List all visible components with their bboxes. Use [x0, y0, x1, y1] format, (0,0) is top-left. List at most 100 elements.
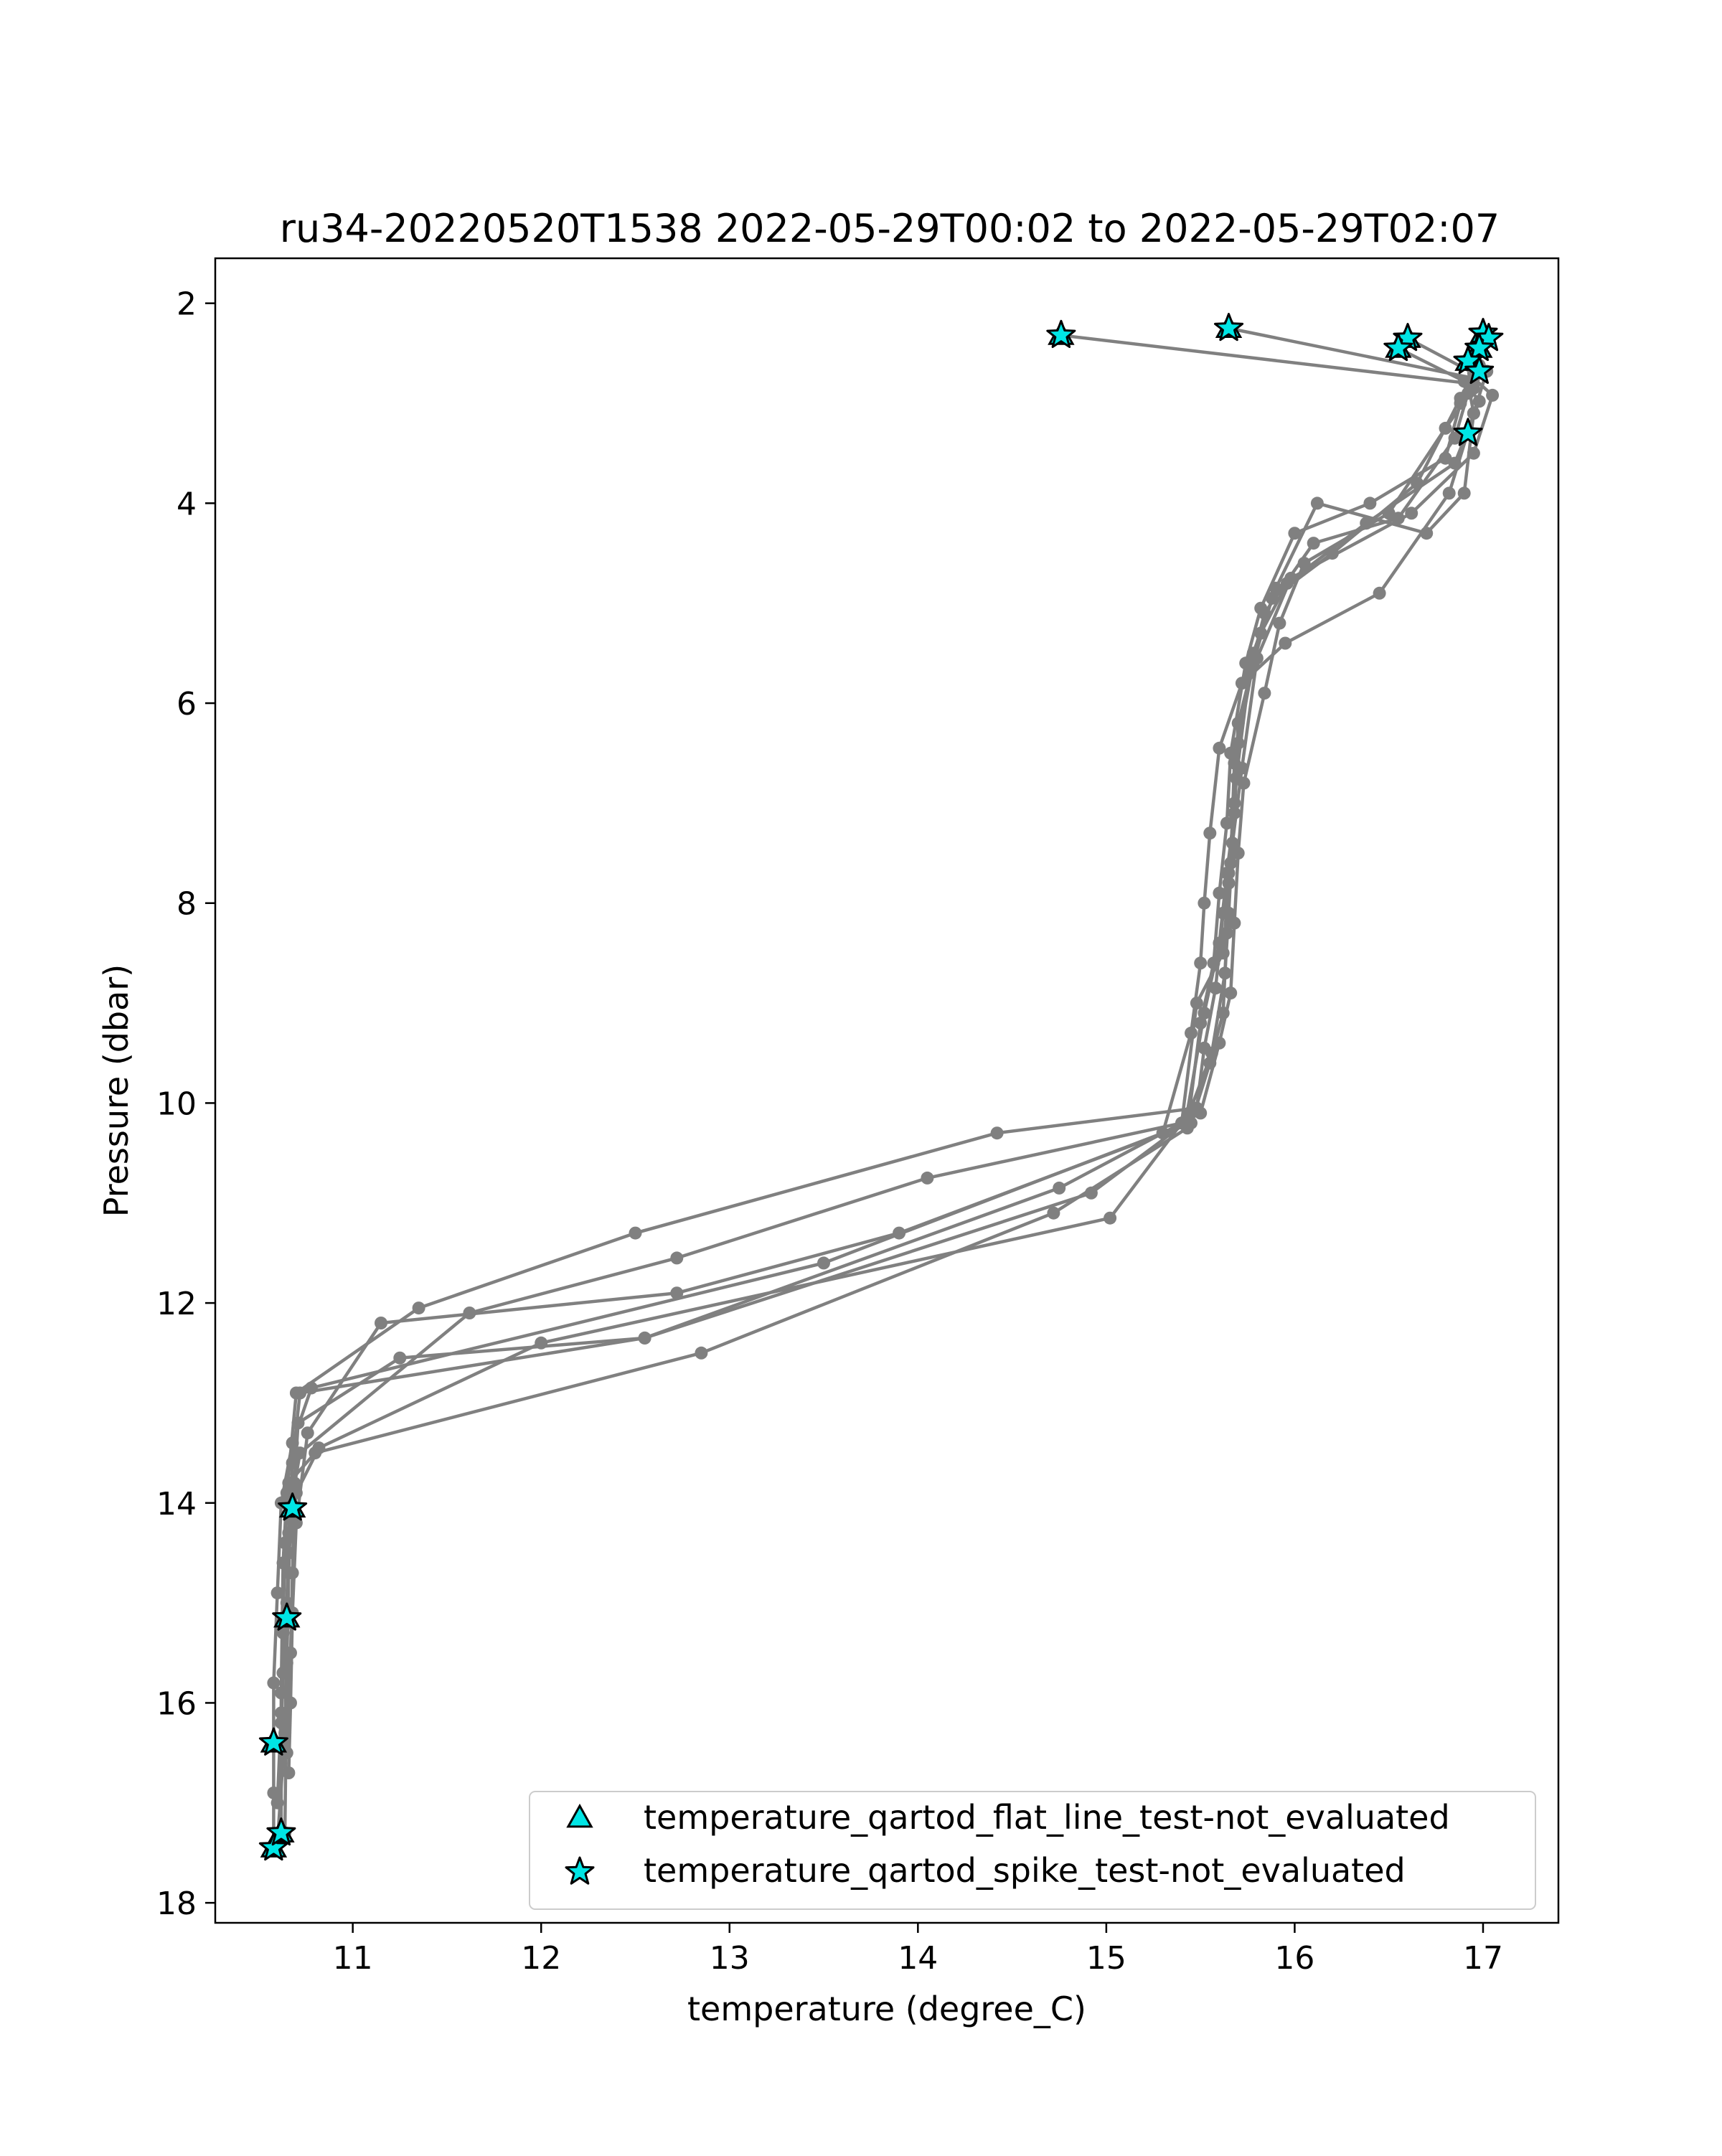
- profile-point: [309, 1446, 322, 1460]
- y-tick-label: 4: [177, 486, 197, 522]
- profile-point: [1198, 1007, 1211, 1020]
- legend-label-flat-line: temperature_qartod_flat_line_test-not_ev…: [644, 1798, 1450, 1837]
- profile-point: [1224, 987, 1238, 1000]
- y-tick-label: 14: [156, 1486, 197, 1522]
- spike-marker: [1046, 319, 1076, 348]
- legend-box: [529, 1791, 1536, 1910]
- profile-point: [1373, 586, 1386, 600]
- spike-marker: [1464, 356, 1495, 385]
- profile-point: [1198, 896, 1211, 910]
- profile-point: [1218, 966, 1232, 980]
- profile-point: [1442, 486, 1456, 500]
- spike-marker: [1464, 332, 1495, 362]
- legend-label-spike: temperature_qartod_spike_test-not_evalua…: [644, 1851, 1406, 1890]
- profile-point: [1224, 746, 1238, 760]
- profile-point: [1258, 687, 1271, 700]
- profile-point: [276, 1666, 290, 1680]
- profile-point: [1213, 886, 1226, 900]
- profile-point: [1194, 1106, 1208, 1120]
- profile-point: [990, 1126, 1004, 1140]
- y-axis: 2 4 6 8 10 12 14 16 18: [156, 286, 215, 1922]
- legend-triangle-icon: [566, 1803, 593, 1828]
- spike-marker: [258, 1832, 288, 1861]
- profile-point: [1213, 1036, 1226, 1050]
- y-axis-label: Pressure (dbar): [97, 964, 136, 1217]
- spike-marker: [266, 1817, 296, 1846]
- y-tick-label: 6: [177, 686, 197, 722]
- y-tick-label: 16: [156, 1685, 197, 1722]
- profile-point: [293, 1386, 307, 1400]
- profile-point: [1231, 847, 1245, 860]
- y-tick-label: 8: [177, 886, 197, 923]
- y-tick-label: 12: [156, 1286, 197, 1322]
- legend-star-icon: [565, 1856, 595, 1885]
- profile-point: [1053, 1181, 1066, 1195]
- spike-marker: [1453, 418, 1483, 446]
- profile-point: [1047, 1206, 1060, 1220]
- profile-point: [535, 1336, 548, 1350]
- x-tick-label: 14: [898, 1940, 938, 1977]
- profile-point: [1213, 741, 1226, 755]
- profile-point: [638, 1331, 651, 1345]
- profile-point: [1307, 537, 1320, 550]
- x-axis-label: temperature (degree_C): [687, 1990, 1086, 2028]
- profile-point: [1190, 997, 1203, 1010]
- profile-point: [695, 1346, 708, 1360]
- profile-point: [301, 1426, 314, 1440]
- profile-point: [267, 1676, 281, 1690]
- x-tick-label: 16: [1274, 1940, 1314, 1977]
- spike-marker: [1383, 332, 1413, 362]
- profile-point: [817, 1256, 830, 1270]
- profile-point: [1246, 646, 1260, 660]
- plot-frame: [214, 257, 1560, 1924]
- profile-point: [1213, 936, 1226, 950]
- profile-point: [670, 1286, 684, 1300]
- profile-point: [1420, 527, 1434, 540]
- x-tick-label: 13: [710, 1940, 750, 1977]
- x-tick-label: 15: [1086, 1940, 1126, 1977]
- profile-point: [1220, 816, 1233, 830]
- chart-title: ru34-20220520T1538 2022-05-29T00:02 to 2…: [280, 206, 1500, 251]
- profile-point: [1486, 388, 1500, 402]
- profile-point: [1269, 581, 1283, 595]
- profile-point: [286, 1456, 299, 1469]
- profile-point: [1457, 486, 1471, 500]
- profile-point: [1439, 421, 1452, 435]
- profile-point: [375, 1317, 387, 1329]
- profile-point: [1454, 397, 1467, 410]
- legend-markers: [565, 1803, 595, 1885]
- profile-point: [270, 1586, 284, 1600]
- plot-markers: [258, 313, 1504, 1861]
- profile-point: [282, 1526, 296, 1540]
- profile-point: [1391, 512, 1405, 525]
- profile-point: [1203, 827, 1217, 840]
- profile-point: [1194, 956, 1208, 970]
- spike-marker: [258, 1727, 288, 1756]
- profile-point: [1363, 496, 1377, 510]
- profile-point: [1439, 451, 1452, 465]
- profile-point: [1279, 636, 1292, 650]
- y-tick-label: 10: [156, 1086, 197, 1122]
- spike-marker: [272, 1602, 302, 1631]
- profile-point: [1222, 906, 1236, 920]
- profile-point: [274, 1716, 288, 1730]
- profile-point: [1254, 601, 1268, 615]
- profile-point: [1205, 1046, 1218, 1060]
- profile-point: [1273, 616, 1286, 630]
- y-tick-label: 18: [156, 1886, 197, 1922]
- profile-point: [1084, 1186, 1098, 1200]
- profile-point: [282, 1766, 296, 1779]
- profile-point: [1310, 496, 1324, 510]
- profile-point: [1220, 866, 1233, 880]
- profile-point: [629, 1226, 642, 1240]
- x-tick-label: 17: [1463, 1940, 1503, 1977]
- profile-point: [670, 1251, 684, 1265]
- x-tick-label: 11: [333, 1940, 373, 1977]
- profile-point: [1405, 507, 1418, 520]
- profile-point: [412, 1301, 425, 1315]
- profile-point: [1231, 736, 1245, 750]
- profile-point: [1288, 527, 1302, 540]
- spike-marker: [278, 1492, 308, 1521]
- legend: temperature_qartod_flat_line_test-not_ev…: [529, 1791, 1536, 1910]
- y-tick-label: 2: [177, 286, 197, 323]
